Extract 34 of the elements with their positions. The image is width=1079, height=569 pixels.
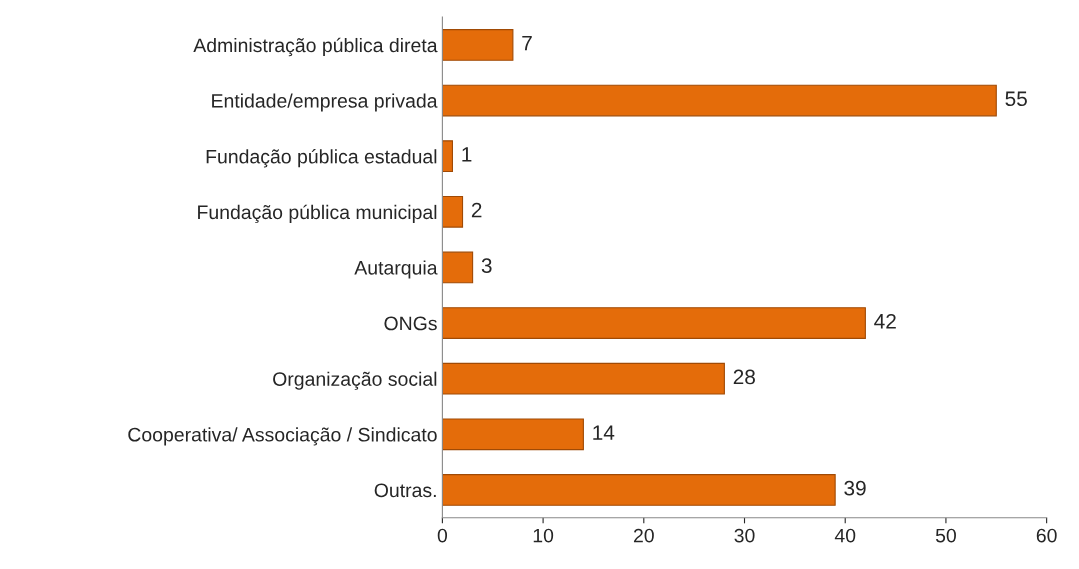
x-tick-label: 50: [935, 528, 956, 543]
data-label: 55: [1005, 91, 1027, 107]
y-tick-label: Fundação pública municipal: [198, 204, 437, 224]
bar: [442, 251, 474, 284]
x-tick-label: 10: [533, 528, 554, 543]
y-tick-label: Cooperativa/ Associação / Sindicato: [128, 427, 437, 446]
y-tick-label: ONGs: [384, 316, 437, 331]
data-label: 39: [844, 480, 866, 496]
y-tick-label: Entidade/empresa privada: [212, 93, 438, 112]
y-tick-label: Outras.: [374, 483, 436, 498]
y-tick-label: Organização social: [273, 371, 437, 390]
y-tick-label: Fundação pública estadual: [206, 149, 437, 168]
data-label: 7: [522, 35, 532, 51]
y-tick-label: Autarquia: [354, 260, 438, 279]
data-label: 3: [481, 258, 492, 274]
bar: [442, 474, 836, 506]
x-tick-label: 40: [834, 528, 856, 543]
bar: [442, 84, 997, 117]
x-tick-label: 60: [1036, 528, 1057, 543]
data-label: 1: [462, 147, 472, 162]
x-tick-label: 20: [633, 528, 654, 543]
data-label: 14: [593, 425, 615, 440]
bar: [442, 418, 584, 451]
data-label: 2: [471, 202, 482, 218]
x-tick-label: 30: [734, 528, 755, 543]
bar: [442, 195, 464, 228]
x-tick-label: 0: [437, 528, 448, 543]
bar: [442, 29, 514, 61]
bar: [442, 307, 866, 339]
bar: [442, 140, 454, 173]
bar: [442, 362, 725, 395]
data-label: 28: [733, 369, 755, 385]
data-label: 42: [874, 313, 896, 329]
y-tick-label: Administração pública direta: [193, 37, 438, 57]
